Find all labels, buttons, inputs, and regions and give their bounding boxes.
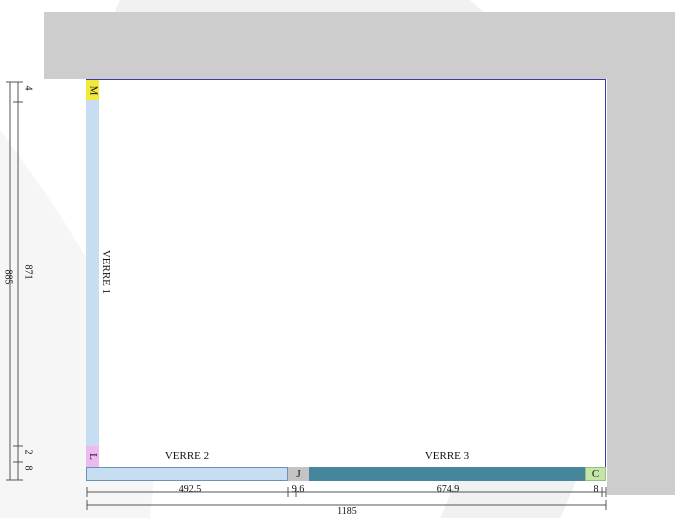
dim-bottom-corner: 8: [593, 484, 599, 495]
dim-bottom-verre3: 674.9: [436, 484, 460, 495]
glass-panel-verre3[interactable]: [309, 467, 585, 481]
dim-bottom-total: 1185: [337, 506, 357, 517]
wall-right: [607, 79, 675, 495]
verre2-label: VERRE 2: [164, 450, 210, 462]
dim-left-top: 4: [22, 85, 34, 91]
piece-m[interactable]: M: [86, 80, 99, 100]
piece-l[interactable]: L: [86, 446, 99, 467]
dim-left-middle: 871: [22, 264, 34, 280]
piece-c[interactable]: C: [585, 467, 606, 481]
piece-c-label: C: [591, 467, 600, 480]
dim-bottom-verre2: 492.5: [178, 484, 202, 495]
glass-panel-verre1[interactable]: [86, 100, 99, 446]
glass-panel-verre2[interactable]: [86, 467, 288, 481]
dim-left-bottom-1: 2: [22, 449, 34, 455]
verre3-label: VERRE 3: [424, 450, 470, 462]
dim-left-bottom-2: 8: [22, 465, 34, 471]
piece-j-label: J: [296, 467, 301, 480]
wall-top: [44, 12, 675, 79]
dim-bottom-joint: 9.6: [291, 484, 305, 495]
piece-j[interactable]: J: [288, 467, 309, 481]
dim-left-total: 885: [2, 269, 14, 285]
